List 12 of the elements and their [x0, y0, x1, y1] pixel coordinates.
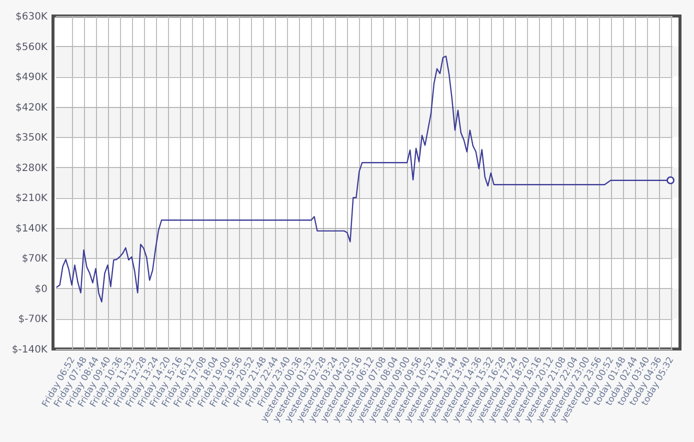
- y-tick-label: $-140K: [12, 344, 48, 356]
- y-tick-label: $350K: [15, 132, 48, 144]
- y-tick-label: $0: [34, 284, 48, 295]
- y-tick-label: $280K: [15, 162, 48, 174]
- y-tick-label: $560K: [15, 42, 48, 53]
- y-tick-label: $490K: [15, 72, 48, 84]
- y-tick-label: $70K: [22, 254, 48, 265]
- y-tick-label: $-70K: [18, 314, 48, 326]
- y-tick-label: $420K: [15, 102, 48, 114]
- y-tick-label: $140K: [15, 223, 48, 234]
- y-tick-label: $210K: [15, 193, 48, 204]
- y-tick-label: $630K: [15, 12, 48, 22]
